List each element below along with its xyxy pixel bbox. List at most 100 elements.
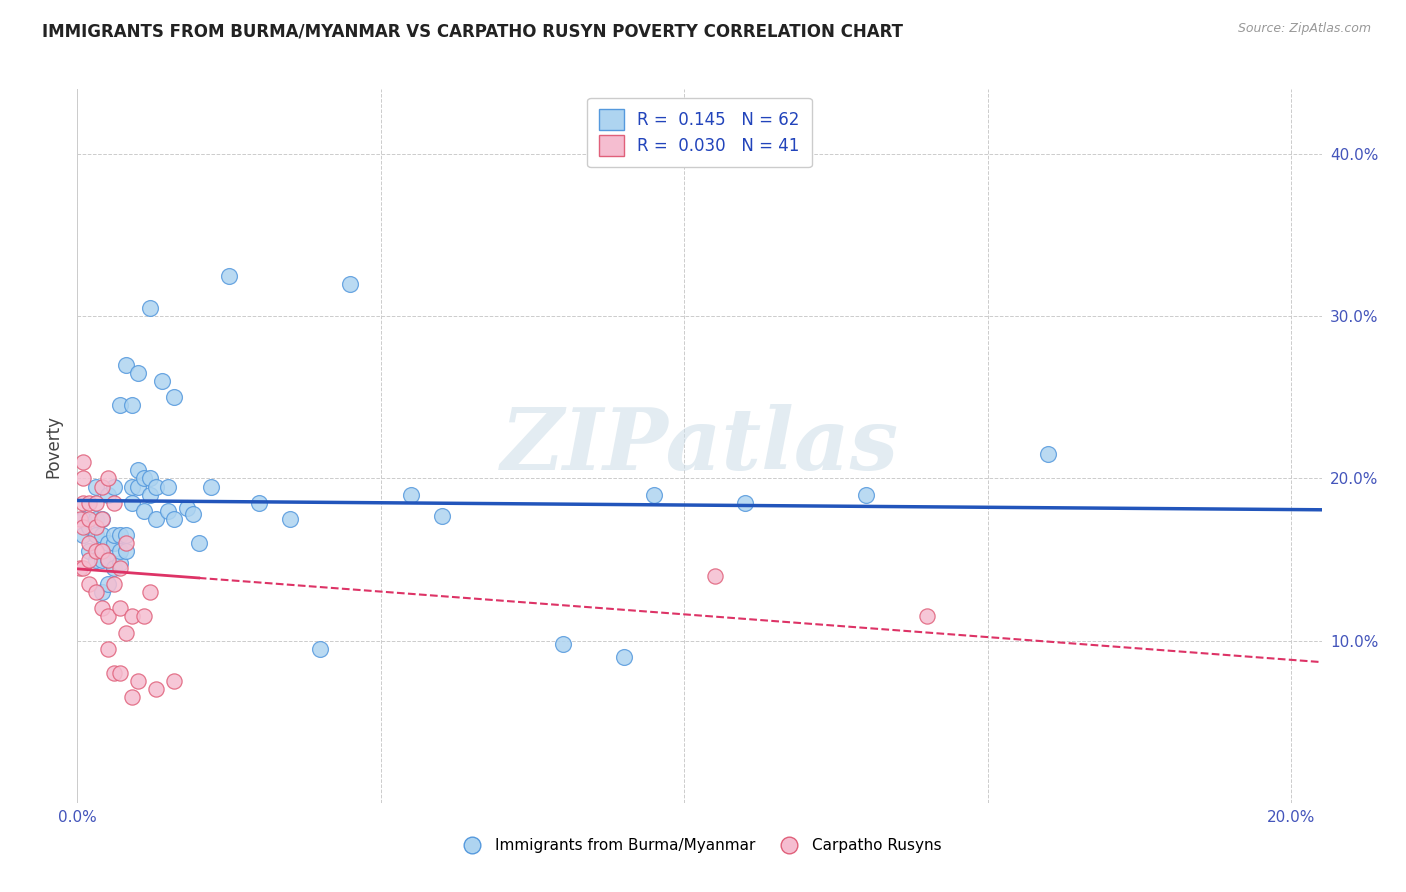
Point <box>108 560 131 574</box>
Point <box>97 488 120 502</box>
Point <box>90 528 112 542</box>
Point <box>103 496 125 510</box>
Point <box>90 544 112 558</box>
Point <box>90 585 112 599</box>
Point <box>200 479 222 493</box>
Point <box>163 390 186 404</box>
Point <box>218 268 240 283</box>
Point <box>115 358 138 372</box>
Point <box>97 471 120 485</box>
Point <box>84 552 107 566</box>
Point <box>121 479 143 493</box>
Point <box>139 301 162 315</box>
Point <box>79 512 101 526</box>
Legend: Immigrants from Burma/Myanmar, Carpatho Rusyns: Immigrants from Burma/Myanmar, Carpatho … <box>451 832 948 859</box>
Point <box>139 471 162 485</box>
Point <box>79 544 101 558</box>
Point <box>176 500 198 515</box>
Point <box>69 512 91 526</box>
Point <box>72 560 94 574</box>
Point <box>121 496 143 510</box>
Point <box>103 536 125 550</box>
Point <box>90 601 112 615</box>
Point <box>339 277 361 291</box>
Point <box>84 512 107 526</box>
Point <box>309 641 332 656</box>
Point <box>108 556 131 570</box>
Point <box>181 507 204 521</box>
Point <box>97 577 120 591</box>
Point <box>139 488 162 502</box>
Point <box>79 496 101 510</box>
Point <box>157 504 180 518</box>
Point <box>72 528 94 542</box>
Point <box>72 520 94 534</box>
Point <box>399 488 422 502</box>
Point <box>90 512 112 526</box>
Point <box>69 560 91 574</box>
Point <box>734 496 756 510</box>
Point <box>551 637 574 651</box>
Point <box>430 508 453 523</box>
Point <box>97 536 120 550</box>
Point <box>72 496 94 510</box>
Point <box>79 536 101 550</box>
Point <box>103 666 125 681</box>
Y-axis label: Poverty: Poverty <box>44 415 62 477</box>
Point <box>163 512 186 526</box>
Point <box>103 577 125 591</box>
Text: IMMIGRANTS FROM BURMA/MYANMAR VS CARPATHO RUSYN POVERTY CORRELATION CHART: IMMIGRANTS FROM BURMA/MYANMAR VS CARPATH… <box>42 22 903 40</box>
Point <box>108 528 131 542</box>
Point <box>72 455 94 469</box>
Point <box>108 601 131 615</box>
Point <box>915 609 938 624</box>
Point <box>84 544 107 558</box>
Point <box>150 374 173 388</box>
Point <box>127 479 149 493</box>
Point <box>84 585 107 599</box>
Point <box>97 552 120 566</box>
Point <box>72 512 94 526</box>
Point <box>84 479 107 493</box>
Point <box>72 471 94 485</box>
Point <box>103 560 125 574</box>
Point <box>97 609 120 624</box>
Point <box>187 536 209 550</box>
Point <box>121 690 143 705</box>
Point <box>97 552 120 566</box>
Point <box>132 609 155 624</box>
Point <box>145 512 167 526</box>
Point <box>90 552 112 566</box>
Point <box>613 649 636 664</box>
Text: ZIPatlas: ZIPatlas <box>501 404 898 488</box>
Point <box>108 544 131 558</box>
Point <box>643 488 665 502</box>
Point <box>163 674 186 689</box>
Point <box>249 496 271 510</box>
Point <box>132 504 155 518</box>
Point <box>278 512 301 526</box>
Point <box>127 463 149 477</box>
Point <box>157 479 180 493</box>
Point <box>115 625 138 640</box>
Point <box>115 536 138 550</box>
Point <box>127 366 149 380</box>
Point <box>115 528 138 542</box>
Point <box>84 520 107 534</box>
Point <box>79 552 101 566</box>
Point <box>145 682 167 697</box>
Point <box>115 544 138 558</box>
Point <box>1038 447 1060 461</box>
Point <box>103 479 125 493</box>
Point <box>108 399 131 413</box>
Point <box>103 528 125 542</box>
Point <box>855 488 877 502</box>
Point <box>79 577 101 591</box>
Point <box>139 585 162 599</box>
Point <box>84 496 107 510</box>
Point <box>90 512 112 526</box>
Point <box>127 674 149 689</box>
Point <box>703 568 725 582</box>
Point <box>121 609 143 624</box>
Point <box>90 479 112 493</box>
